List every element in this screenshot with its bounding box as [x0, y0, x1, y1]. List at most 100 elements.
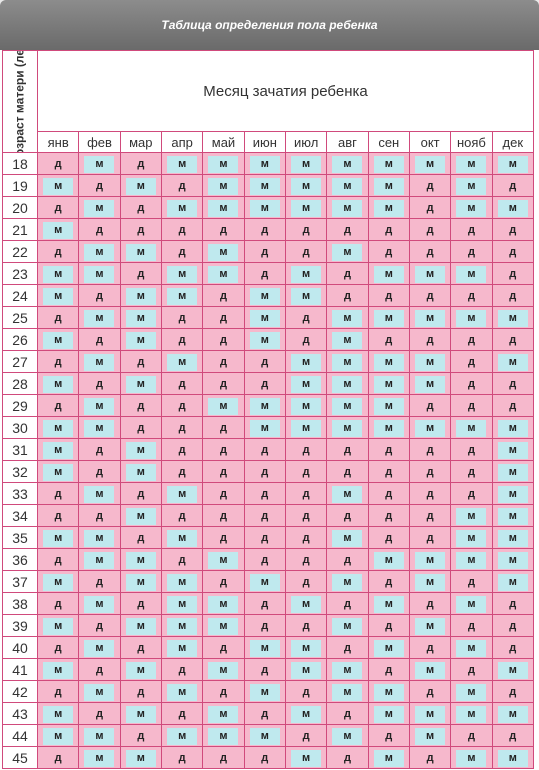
- gender-value: д: [84, 662, 115, 679]
- gender-value: д: [43, 750, 74, 767]
- gender-cell: д: [491, 636, 535, 659]
- gender-value: м: [497, 200, 528, 217]
- gender-value: м: [332, 420, 363, 437]
- gender-value: м: [291, 288, 322, 305]
- gender-value: д: [208, 376, 239, 393]
- gender-value: д: [291, 442, 322, 459]
- gender-cell: д: [202, 328, 245, 351]
- gender-cell: д: [491, 680, 535, 703]
- gender-cell: д: [326, 262, 369, 285]
- gender-cell: м: [326, 570, 369, 593]
- gender-value: м: [167, 684, 198, 701]
- gender-cell: д: [243, 460, 286, 483]
- gender-value: д: [249, 266, 280, 283]
- gender-value: д: [167, 552, 198, 569]
- gender-cell: м: [284, 636, 328, 659]
- gender-value: д: [84, 508, 115, 525]
- gender-cell: м: [119, 240, 162, 263]
- gender-value: д: [373, 728, 404, 745]
- gender-cell: д: [160, 702, 204, 725]
- gender-value: м: [497, 156, 528, 173]
- gender-cell: м: [36, 372, 80, 395]
- gender-cell: д: [160, 328, 204, 351]
- gender-cell: д: [450, 460, 493, 483]
- gender-value: д: [125, 486, 156, 503]
- mother-age-cell: 23: [2, 262, 38, 285]
- gender-cell: м: [78, 526, 121, 549]
- gender-value: д: [373, 574, 404, 591]
- gender-value: д: [373, 464, 404, 481]
- gender-value: д: [332, 508, 363, 525]
- gender-value: д: [373, 332, 404, 349]
- gender-value: м: [167, 354, 198, 371]
- gender-cell: м: [78, 350, 121, 373]
- gender-value: м: [208, 398, 239, 415]
- table-row: 20 д м д м м м м м м д м м: [2, 196, 535, 219]
- gender-value: м: [291, 354, 322, 371]
- gender-value: д: [415, 640, 446, 657]
- gender-cell: д: [202, 284, 245, 307]
- gender-value: д: [167, 662, 198, 679]
- month-header: дек: [491, 131, 535, 153]
- mother-age-cell: 22: [2, 240, 38, 263]
- gender-cell: д: [284, 548, 328, 571]
- gender-value: д: [167, 464, 198, 481]
- gender-value: д: [497, 266, 528, 283]
- gender-cell: д: [36, 746, 80, 769]
- gender-value: м: [497, 310, 528, 327]
- gender-value: м: [208, 244, 239, 261]
- gender-value: д: [332, 222, 363, 239]
- gender-value: д: [167, 332, 198, 349]
- gender-value: д: [249, 464, 280, 481]
- gender-cell: м: [160, 680, 204, 703]
- gender-value: м: [415, 266, 446, 283]
- gender-value: д: [84, 464, 115, 481]
- gender-cell: д: [450, 394, 493, 417]
- month-header: фев: [78, 131, 121, 153]
- gender-value: м: [497, 420, 528, 437]
- gender-value: м: [373, 398, 404, 415]
- gender-value: м: [125, 574, 156, 591]
- mother-age-cell: 38: [2, 592, 38, 615]
- gender-cell: м: [160, 284, 204, 307]
- gender-value: д: [84, 574, 115, 591]
- gender-value: м: [415, 310, 446, 327]
- gender-value: д: [125, 684, 156, 701]
- gender-value: д: [497, 596, 528, 613]
- gender-value: д: [456, 288, 487, 305]
- gender-value: м: [84, 684, 115, 701]
- gender-value: м: [249, 310, 280, 327]
- gender-cell: д: [78, 658, 121, 681]
- gender-cell: м: [78, 746, 121, 769]
- gender-cell: д: [243, 702, 286, 725]
- table-row: 33 д м д м д д д м д д д м: [2, 482, 535, 505]
- gender-value: д: [415, 508, 446, 525]
- gender-cell: д: [408, 460, 452, 483]
- gender-value: м: [84, 244, 115, 261]
- gender-cell: м: [202, 262, 245, 285]
- gender-cell: м: [36, 438, 80, 461]
- gender-value: д: [332, 596, 363, 613]
- gender-cell: м: [491, 548, 535, 571]
- gender-cell: м: [36, 262, 80, 285]
- gender-value: д: [208, 530, 239, 547]
- gender-cell: д: [243, 262, 286, 285]
- gender-value: д: [84, 442, 115, 459]
- gender-cell: м: [202, 152, 245, 175]
- mother-age-cell: 27: [2, 350, 38, 373]
- gender-value: д: [291, 618, 322, 635]
- gender-cell: д: [160, 240, 204, 263]
- gender-cell: д: [450, 218, 493, 241]
- gender-cell: д: [284, 218, 328, 241]
- gender-cell: м: [326, 240, 369, 263]
- gender-value: д: [456, 222, 487, 239]
- gender-value: м: [43, 662, 74, 679]
- mother-age-cell: 32: [2, 460, 38, 483]
- gender-value: м: [456, 552, 487, 569]
- gender-value: м: [291, 398, 322, 415]
- gender-cell: м: [78, 394, 121, 417]
- gender-value: м: [497, 464, 528, 481]
- gender-cell: м: [326, 526, 369, 549]
- table-row: 24 м д м м д м м д д д д д: [2, 284, 535, 307]
- gender-value: д: [208, 486, 239, 503]
